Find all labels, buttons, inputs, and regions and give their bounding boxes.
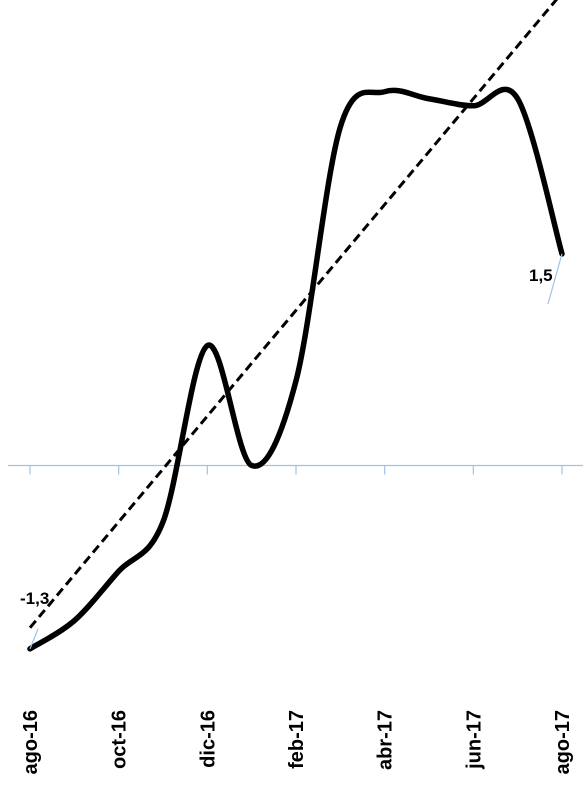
leader-line	[29, 628, 39, 650]
series-layer	[27, 86, 565, 652]
x-tick-label: oct-16	[109, 710, 131, 769]
x-tick-label: jun-17	[463, 710, 485, 770]
data-label-end: 1,5	[529, 266, 553, 285]
x-tick-label: feb-17	[286, 710, 308, 769]
trendline	[28, 0, 559, 629]
data-label-start: -1,3	[20, 589, 49, 608]
data-label-layer: -1,3 1,5	[20, 253, 563, 650]
trendline-layer	[28, 0, 559, 629]
x-tick-labels: ago-16 oct-16 dic-16 feb-17 abr-17 jun-17 ago-…	[20, 710, 574, 774]
series-line	[27, 86, 565, 652]
x-tick-label: dic-16	[197, 710, 219, 768]
leader-line	[547, 253, 563, 305]
x-tick-label: ago-17	[552, 710, 574, 774]
x-tick-label: ago-16	[20, 710, 42, 774]
x-axis	[8, 464, 583, 475]
x-tick-label: abr-17	[375, 710, 397, 770]
